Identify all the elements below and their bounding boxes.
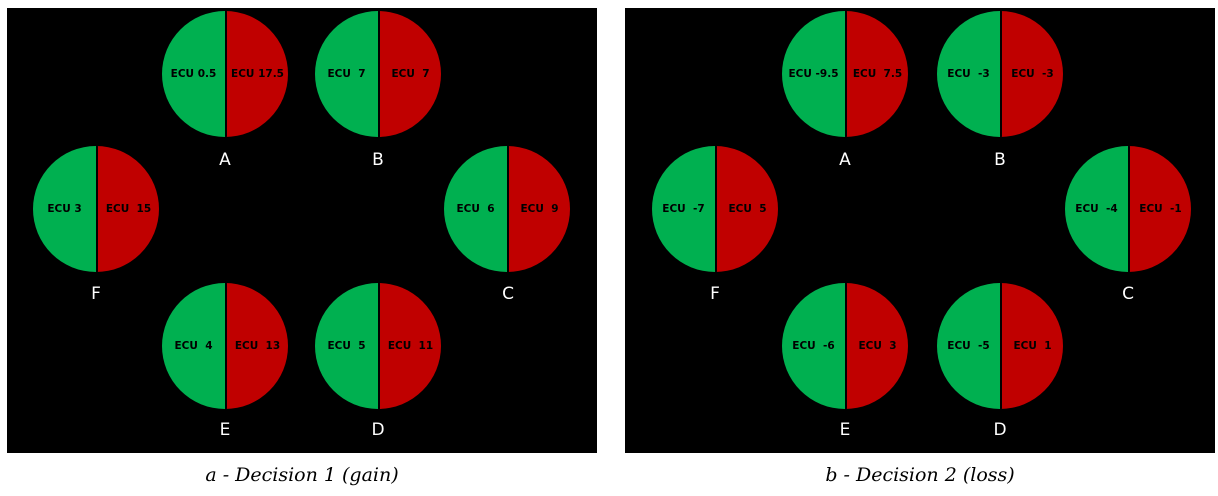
wheel-a-label: A bbox=[219, 150, 231, 170]
wheel-e: ECU 4 ECU 13 bbox=[162, 283, 288, 409]
panel-decision-2: ECU -9.5 ECU 7.5 A ECU -3 ECU -3 B ECU -… bbox=[625, 8, 1215, 453]
wheel-b-red-half: ECU 7 bbox=[378, 11, 441, 137]
wheel-a-green-half: ECU -9.5 bbox=[782, 11, 845, 137]
wheel-d: ECU 5 ECU 11 bbox=[315, 283, 441, 409]
wheel-d-label: D bbox=[993, 420, 1007, 440]
wheel-b: ECU 7 ECU 7 bbox=[315, 11, 441, 137]
wheel-d-red-half: ECU 1 bbox=[1000, 283, 1063, 409]
wheel-d-green-half: ECU 5 bbox=[315, 283, 378, 409]
wheel-c-label: C bbox=[502, 284, 514, 304]
wheel-a-green-half: ECU 0.5 bbox=[162, 11, 225, 137]
wheel-b-green-half: ECU 7 bbox=[315, 11, 378, 137]
wheel-b-label: B bbox=[994, 150, 1006, 170]
wheel-c: ECU 6 ECU 9 bbox=[444, 146, 570, 272]
wheel-c-red-half: ECU -1 bbox=[1128, 146, 1191, 272]
caption-decision-1: a - Decision 1 (gain) bbox=[205, 464, 399, 486]
wheel-e-green-half: ECU 4 bbox=[162, 283, 225, 409]
wheel-c-red-half: ECU 9 bbox=[507, 146, 570, 272]
wheel-e-green-half: ECU -6 bbox=[782, 283, 845, 409]
wheel-b-red-half: ECU -3 bbox=[1000, 11, 1063, 137]
wheel-d: ECU -5 ECU 1 bbox=[937, 283, 1063, 409]
wheel-b: ECU -3 ECU -3 bbox=[937, 11, 1063, 137]
wheel-a-red-half: ECU 7.5 bbox=[845, 11, 908, 137]
wheel-f-label: F bbox=[710, 284, 720, 304]
wheel-c-green-half: ECU 6 bbox=[444, 146, 507, 272]
wheel-b-green-half: ECU -3 bbox=[937, 11, 1000, 137]
wheel-f-green-half: ECU 3 bbox=[33, 146, 96, 272]
wheel-f: ECU -7 ECU 5 bbox=[652, 146, 778, 272]
wheel-c-label: C bbox=[1122, 284, 1134, 304]
wheel-a: ECU 0.5 ECU 17.5 bbox=[162, 11, 288, 137]
wheel-f-green-half: ECU -7 bbox=[652, 146, 715, 272]
wheel-c: ECU -4 ECU -1 bbox=[1065, 146, 1191, 272]
wheel-f-red-half: ECU 15 bbox=[96, 146, 159, 272]
wheel-f-label: F bbox=[91, 284, 101, 304]
wheel-e-label: E bbox=[839, 420, 851, 440]
wheel-d-label: D bbox=[371, 420, 385, 440]
wheel-e-label: E bbox=[219, 420, 231, 440]
wheel-f-red-half: ECU 5 bbox=[715, 146, 778, 272]
wheel-f: ECU 3 ECU 15 bbox=[33, 146, 159, 272]
wheel-e: ECU -6 ECU 3 bbox=[782, 283, 908, 409]
panel-decision-1: ECU 0.5 ECU 17.5 A ECU 7 ECU 7 B ECU 3 E… bbox=[7, 8, 597, 453]
wheel-e-red-half: ECU 3 bbox=[845, 283, 908, 409]
wheel-a-label: A bbox=[839, 150, 851, 170]
wheel-a-red-half: ECU 17.5 bbox=[225, 11, 288, 137]
wheel-d-green-half: ECU -5 bbox=[937, 283, 1000, 409]
wheel-c-green-half: ECU -4 bbox=[1065, 146, 1128, 272]
caption-decision-2: b - Decision 2 (loss) bbox=[825, 464, 1015, 486]
wheel-b-label: B bbox=[372, 150, 384, 170]
wheel-e-red-half: ECU 13 bbox=[225, 283, 288, 409]
wheel-a: ECU -9.5 ECU 7.5 bbox=[782, 11, 908, 137]
wheel-d-red-half: ECU 11 bbox=[378, 283, 441, 409]
